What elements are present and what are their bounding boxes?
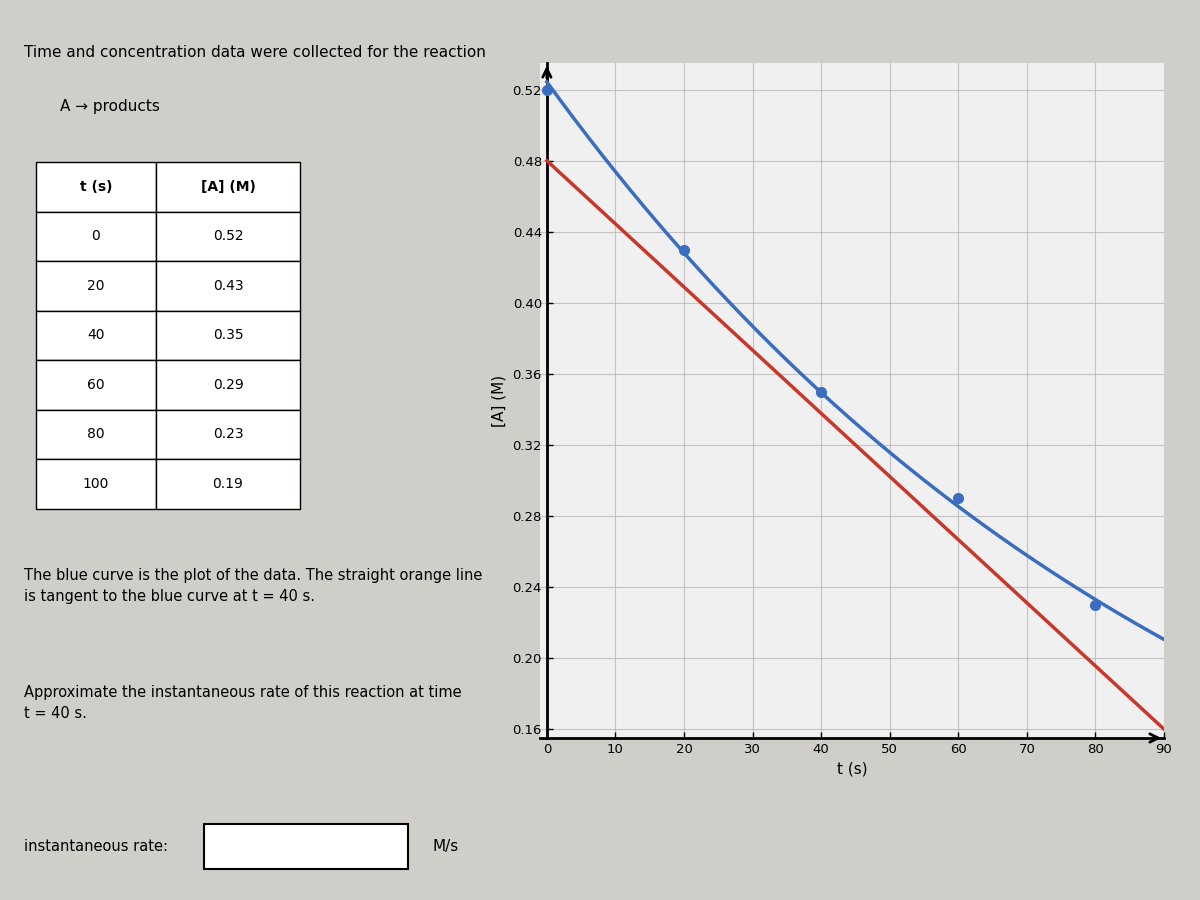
Text: Time and concentration data were collected for the reaction: Time and concentration data were collect…	[24, 45, 486, 60]
Text: 0.19: 0.19	[212, 477, 244, 490]
Text: 40: 40	[88, 328, 104, 342]
Text: The blue curve is the plot of the data. The straight orange line
is tangent to t: The blue curve is the plot of the data. …	[24, 568, 482, 604]
Text: 0: 0	[91, 230, 101, 243]
Text: 0.52: 0.52	[212, 230, 244, 243]
Text: 100: 100	[83, 477, 109, 490]
X-axis label: t (s): t (s)	[836, 761, 868, 777]
Text: M/s: M/s	[432, 840, 458, 854]
Text: 0.35: 0.35	[212, 328, 244, 342]
Text: t (s): t (s)	[79, 180, 113, 194]
Text: 80: 80	[88, 428, 104, 441]
Text: 0.29: 0.29	[212, 378, 244, 392]
Text: instantaneous rate:: instantaneous rate:	[24, 840, 168, 854]
Y-axis label: [A] (M): [A] (M)	[492, 374, 506, 427]
Text: 0.43: 0.43	[212, 279, 244, 292]
Text: Approximate the instantaneous rate of this reaction at time
t = 40 s.: Approximate the instantaneous rate of th…	[24, 685, 462, 721]
Text: A → products: A → products	[60, 99, 160, 114]
Text: 20: 20	[88, 279, 104, 292]
Text: [A] (M): [A] (M)	[200, 180, 256, 194]
Text: 0.23: 0.23	[212, 428, 244, 441]
Text: 60: 60	[88, 378, 104, 392]
